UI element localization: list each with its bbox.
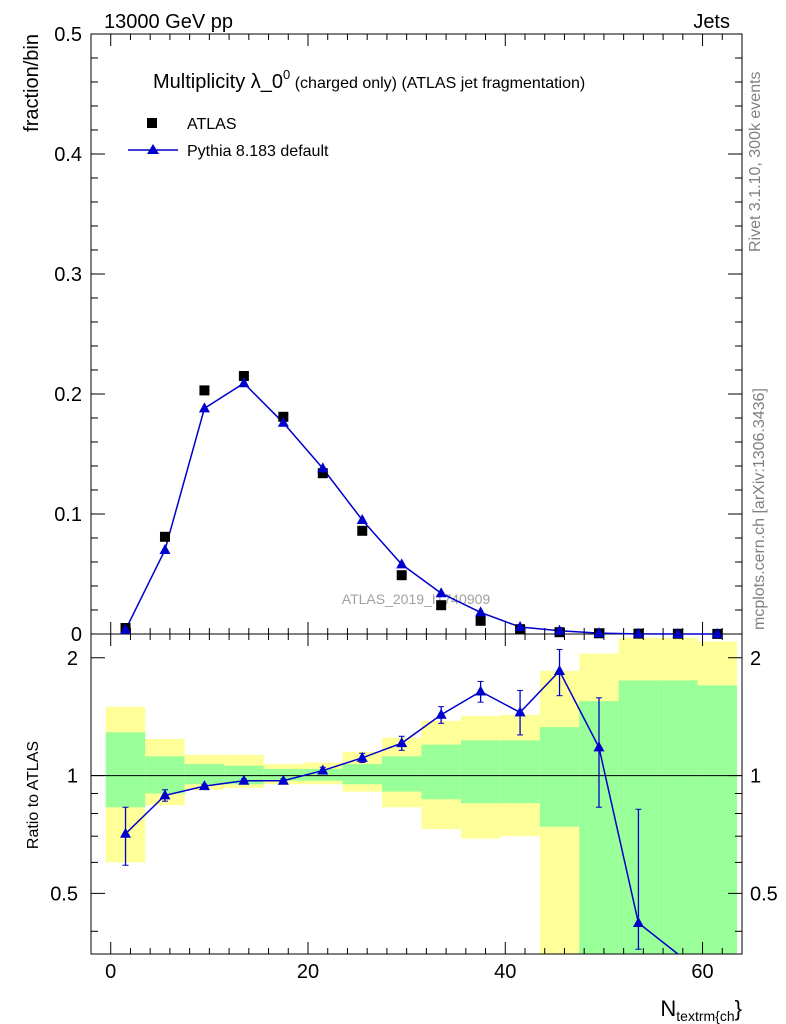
header-right: Jets: [693, 11, 730, 33]
band-green-11: [539, 727, 580, 827]
watermark: ATLAS_2019_I1740909: [342, 591, 491, 607]
bottom-ytick-label-right-1: 1: [750, 766, 761, 788]
top-data: [120, 371, 723, 639]
xtick-label-40: 40: [494, 961, 516, 983]
xtick-label-20: 20: [297, 961, 319, 983]
atlas-point-9: [475, 615, 486, 626]
band-green-5: [303, 768, 343, 781]
band-green-6: [342, 764, 382, 785]
legend-atlas-label: ATLAS: [187, 116, 237, 133]
ratio-point-3: [238, 774, 250, 785]
top-ytick-label-0.2: 0.2: [54, 384, 82, 406]
pythia-point-0: [120, 623, 132, 634]
top-ytick-label-0.1: 0.1: [54, 504, 82, 526]
bottom-ytick-label-left-2: 2: [67, 648, 78, 670]
bottom-ytick-label-left-1: 1: [67, 766, 78, 788]
xlabel: Ntextrm{ch}: [660, 996, 742, 1024]
mcplots-label: mcplots.cern.ch [arXiv:1306.3436]: [751, 388, 768, 630]
band-green-10: [500, 740, 540, 804]
ratio-point-0: [120, 827, 132, 838]
atlas-point-2: [199, 385, 210, 396]
ratio-point-12: [593, 741, 605, 752]
pythia-point-13: [632, 627, 644, 638]
band-green-7: [381, 756, 422, 792]
pythia-point-9: [475, 606, 487, 617]
pythia-point-1: [159, 544, 171, 554]
pythia-point-14: [672, 627, 684, 638]
xlabel-sub: textrm{ch: [676, 1008, 734, 1024]
atlas-point-6: [357, 525, 368, 536]
axis-ticks: 0 20 40 60 0 0.1 0.2 0.3 0.4 0.5 0.5 0.5 1 1 2 2: [50, 24, 778, 983]
pythia-line: [124, 382, 718, 635]
legend-atlas-marker: [147, 118, 157, 128]
bottom-ytick-label-right-2: 2: [750, 648, 761, 670]
pythia-point-4: [277, 416, 289, 427]
chart-title-rest: (charged only) (ATLAS jet fragmentation): [290, 75, 585, 92]
ratio-point-10: [514, 706, 526, 717]
chart-title-sup: 0: [283, 67, 290, 82]
legend: ATLAS Pythia 8.183 default: [128, 116, 329, 160]
ratio-point-11: [554, 665, 566, 676]
atlas-point-8: [436, 600, 447, 611]
pythia-point-7: [396, 558, 408, 569]
header-left: 13000 GeV pp: [104, 11, 233, 33]
bottom-ylabel: Ratio to ATLAS: [25, 741, 42, 849]
top-ytick-label-0.5: 0.5: [54, 24, 82, 46]
pythia-point-2: [198, 402, 210, 413]
ratio-point-7: [396, 737, 408, 748]
pythia-point-15: [711, 628, 723, 638]
ratio-point-5: [317, 764, 329, 775]
band-green-2: [184, 764, 225, 785]
ratio-point-9: [475, 685, 487, 696]
bottom-ytick-label-right-0.5: 0.5: [750, 883, 778, 905]
pythia-point-6: [356, 514, 368, 524]
ratio-bands: [91, 637, 742, 954]
ratio-point-4: [277, 774, 289, 785]
ratio-point-8: [435, 708, 447, 719]
top-ytick-label-0: 0: [71, 624, 82, 646]
top-ytick-label-0.4: 0.4: [54, 144, 82, 166]
band-green-15: [697, 685, 738, 954]
bottom-plot-frame: [90, 633, 743, 955]
band-green-8: [421, 744, 461, 800]
chart-title-main: Multiplicity λ_0: [153, 71, 283, 93]
pythia-point-5: [317, 462, 329, 473]
atlas-point-3: [238, 371, 249, 381]
bottom-ytick-label-left-0.5: 0.5: [50, 883, 78, 905]
xtick-label-0: 0: [105, 961, 116, 983]
xtick-label-60: 60: [691, 961, 713, 983]
pythia-point-3: [238, 377, 250, 388]
legend-pythia-label: Pythia 8.183 default: [187, 143, 329, 160]
ratio-point-1: [159, 789, 171, 800]
band-green-1: [145, 756, 185, 794]
pythia-point-12: [593, 627, 605, 638]
pythia-point-8: [435, 587, 447, 598]
atlas-point-1: [159, 531, 170, 542]
top-ylabel: fraction/bin: [21, 34, 43, 132]
band-green-0: [105, 732, 146, 808]
band-green-9: [460, 740, 501, 804]
ratio-point-13: [632, 917, 644, 928]
ratio-point-2: [198, 780, 210, 791]
pythia-point-11: [554, 624, 566, 635]
ratio-data: [120, 648, 679, 955]
rivet-label: Rivet 3.1.10, 300k events: [747, 71, 764, 252]
legend-pythia-marker: [147, 144, 159, 154]
top-ytick-label-0.3: 0.3: [54, 264, 82, 286]
ratio-point-6: [356, 751, 368, 762]
atlas-point-5: [317, 468, 328, 479]
chart-title: Multiplicity λ_00 (charged only) (ATLAS …: [153, 67, 585, 93]
band-green-14: [658, 680, 698, 954]
atlas-point-7: [396, 570, 407, 581]
pythia-point-10: [514, 621, 526, 632]
xlabel-main: N: [660, 996, 676, 1021]
xlabel-tail: }: [735, 996, 742, 1021]
